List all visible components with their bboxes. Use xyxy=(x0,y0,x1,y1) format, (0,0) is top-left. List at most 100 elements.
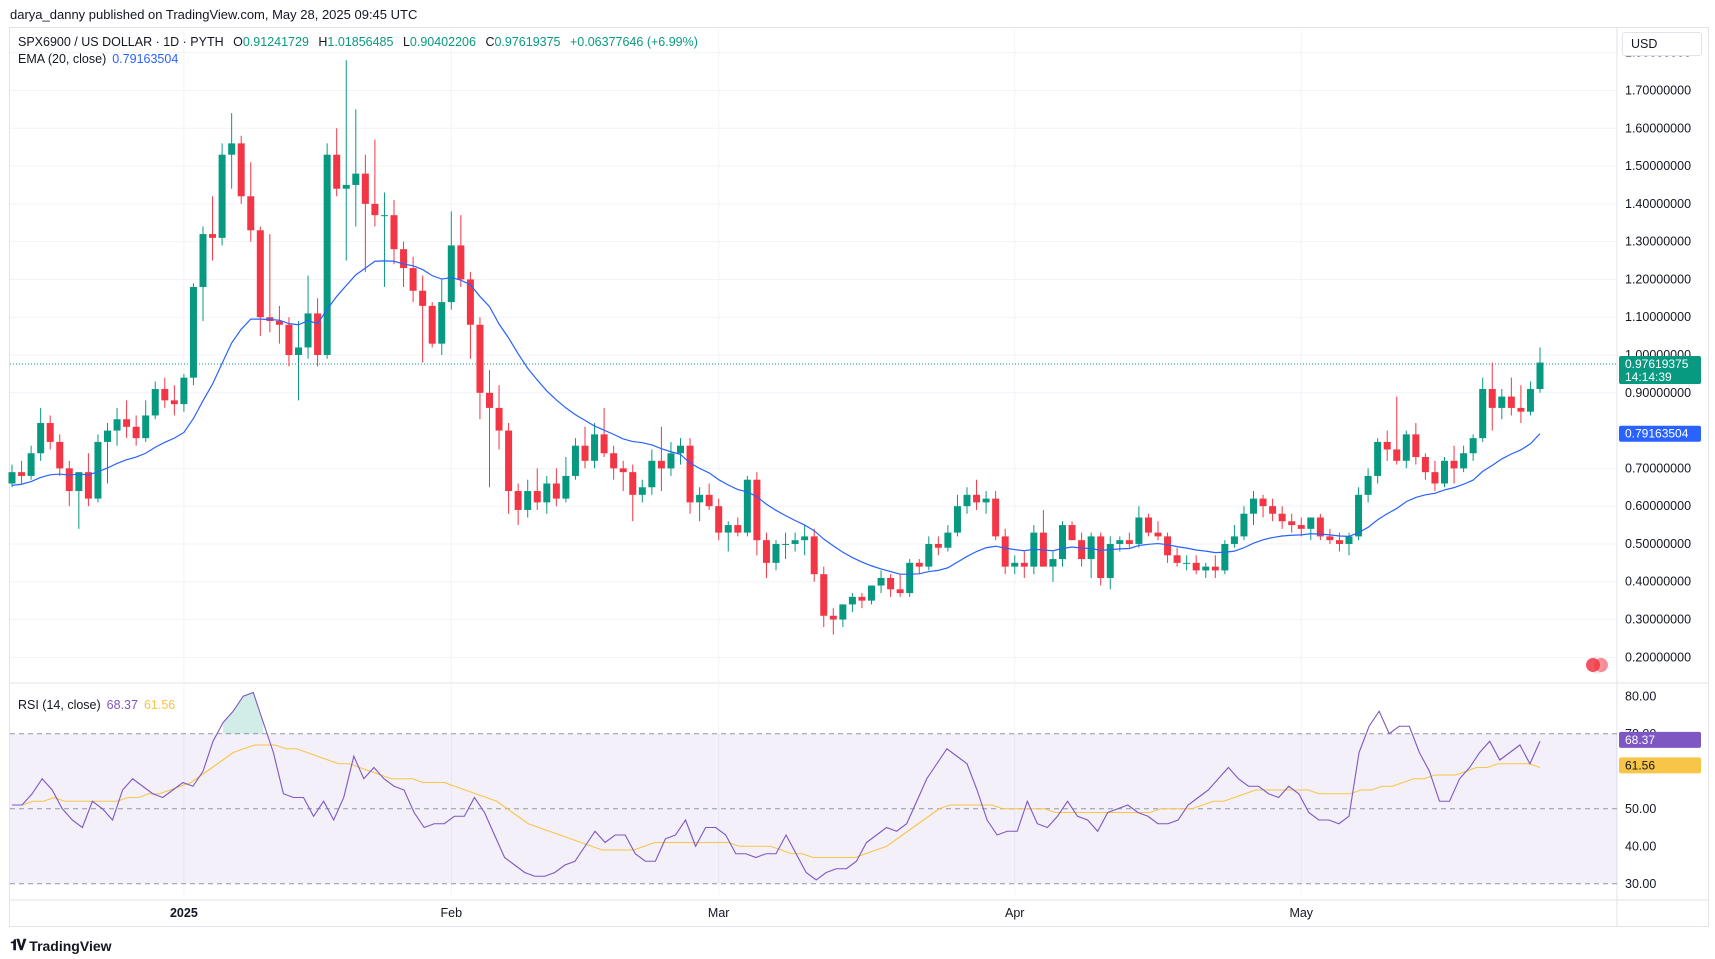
candle xyxy=(543,475,551,514)
time-tick-label: 2025 xyxy=(170,906,198,920)
candle-body xyxy=(1097,536,1105,578)
candle-body xyxy=(657,460,665,469)
candle-body xyxy=(1326,536,1334,541)
price-axis[interactable]: 1.800000001.700000001.600000001.50000000… xyxy=(1625,46,1691,891)
candle xyxy=(505,423,513,514)
candle-body xyxy=(1316,517,1324,537)
candle-body xyxy=(419,290,427,306)
time-tick-label: Feb xyxy=(441,906,463,920)
candle xyxy=(1326,528,1334,544)
candle xyxy=(915,559,923,575)
time-tick-label: May xyxy=(1289,906,1313,920)
candle-body xyxy=(1240,513,1248,537)
ema-legend[interactable]: EMA (20, close) 0.79163504 xyxy=(18,52,178,66)
candle xyxy=(1469,434,1477,461)
candle-body xyxy=(1049,559,1057,567)
candle xyxy=(552,468,560,507)
candle-body xyxy=(1259,498,1267,507)
candle xyxy=(514,483,522,526)
candle xyxy=(218,143,226,246)
candle-body xyxy=(1068,525,1076,541)
rsi-tag: 68.37 xyxy=(1619,731,1701,748)
candle-body xyxy=(1517,407,1525,412)
candle xyxy=(715,498,723,541)
candle-body xyxy=(1441,460,1448,484)
ema-line-group xyxy=(11,260,1541,575)
candle-body xyxy=(543,483,551,503)
candle xyxy=(314,298,322,367)
candle xyxy=(629,464,637,522)
candle xyxy=(333,128,341,197)
candle xyxy=(285,317,293,367)
candle xyxy=(762,532,770,578)
candle xyxy=(1278,506,1286,529)
candle-body xyxy=(1383,441,1391,450)
candle-body xyxy=(677,445,684,454)
candle xyxy=(1383,430,1391,461)
candle-body xyxy=(1135,517,1143,544)
candle-body xyxy=(896,589,904,594)
tradingview-logo[interactable]: 𝟏𝐕 TradingView xyxy=(10,937,112,954)
candle xyxy=(705,483,713,510)
time-axis[interactable]: 2025 Feb Mar Apr May xyxy=(170,906,1314,920)
candle-body xyxy=(237,143,245,197)
candle-body xyxy=(323,154,331,355)
candles[interactable] xyxy=(8,60,1544,635)
candle-body xyxy=(514,491,522,510)
currency-selector[interactable]: USD xyxy=(1622,32,1702,56)
candle xyxy=(1211,555,1219,578)
rsi-tick-label: 40.00 xyxy=(1625,839,1656,853)
candle-body xyxy=(953,506,961,533)
candle xyxy=(486,370,493,488)
candle xyxy=(409,256,417,303)
candle xyxy=(323,143,331,359)
rsi-tick-label: 30.00 xyxy=(1625,877,1656,891)
candle xyxy=(237,135,245,204)
candle-body xyxy=(715,506,723,533)
rsi-label: RSI (14, close) xyxy=(18,698,101,712)
candle-body xyxy=(228,143,236,155)
ohlc-open: 0.91241729 xyxy=(242,35,309,49)
candle xyxy=(1059,521,1066,567)
candle-body xyxy=(1230,536,1238,544)
candle xyxy=(610,445,618,480)
candle-body xyxy=(285,324,293,355)
candle-body xyxy=(457,245,465,280)
candle-body xyxy=(1078,540,1086,560)
candle xyxy=(361,154,369,272)
candle xyxy=(801,525,809,556)
candle xyxy=(1450,445,1458,484)
candle-body xyxy=(1412,434,1420,458)
candle xyxy=(1240,506,1248,541)
rsi-legend[interactable]: RSI (14, close) 68.37 61.56 xyxy=(18,698,175,712)
candle xyxy=(1288,513,1296,533)
candle-body xyxy=(1421,457,1429,473)
last-price-tag-text: 0.97619375 xyxy=(1625,357,1689,371)
candle-body xyxy=(1164,536,1172,556)
candle-body xyxy=(142,415,150,439)
candle xyxy=(1364,468,1372,503)
candle xyxy=(934,536,942,556)
candle xyxy=(18,460,26,484)
flag-icon[interactable] xyxy=(1586,656,1608,674)
candle xyxy=(1164,532,1172,563)
price-tick-label: 1.40000000 xyxy=(1625,197,1691,211)
candle xyxy=(906,559,914,597)
candle xyxy=(600,407,608,458)
candle-body xyxy=(151,389,159,416)
symbol-legend[interactable]: SPX6900 / US DOLLAR · 1D · PYTH O0.91241… xyxy=(18,35,698,49)
candle xyxy=(1488,362,1496,431)
candle-body xyxy=(1011,562,1019,567)
candle xyxy=(65,460,73,507)
candle-body xyxy=(1250,498,1257,514)
candle-body xyxy=(1278,513,1286,522)
candle xyxy=(1068,521,1076,541)
candle xyxy=(1097,532,1105,586)
candle-body xyxy=(352,173,360,185)
candle xyxy=(304,275,312,359)
grid xyxy=(10,28,1708,927)
ohlc-high: 1.01856485 xyxy=(327,35,394,49)
candle xyxy=(743,475,751,537)
